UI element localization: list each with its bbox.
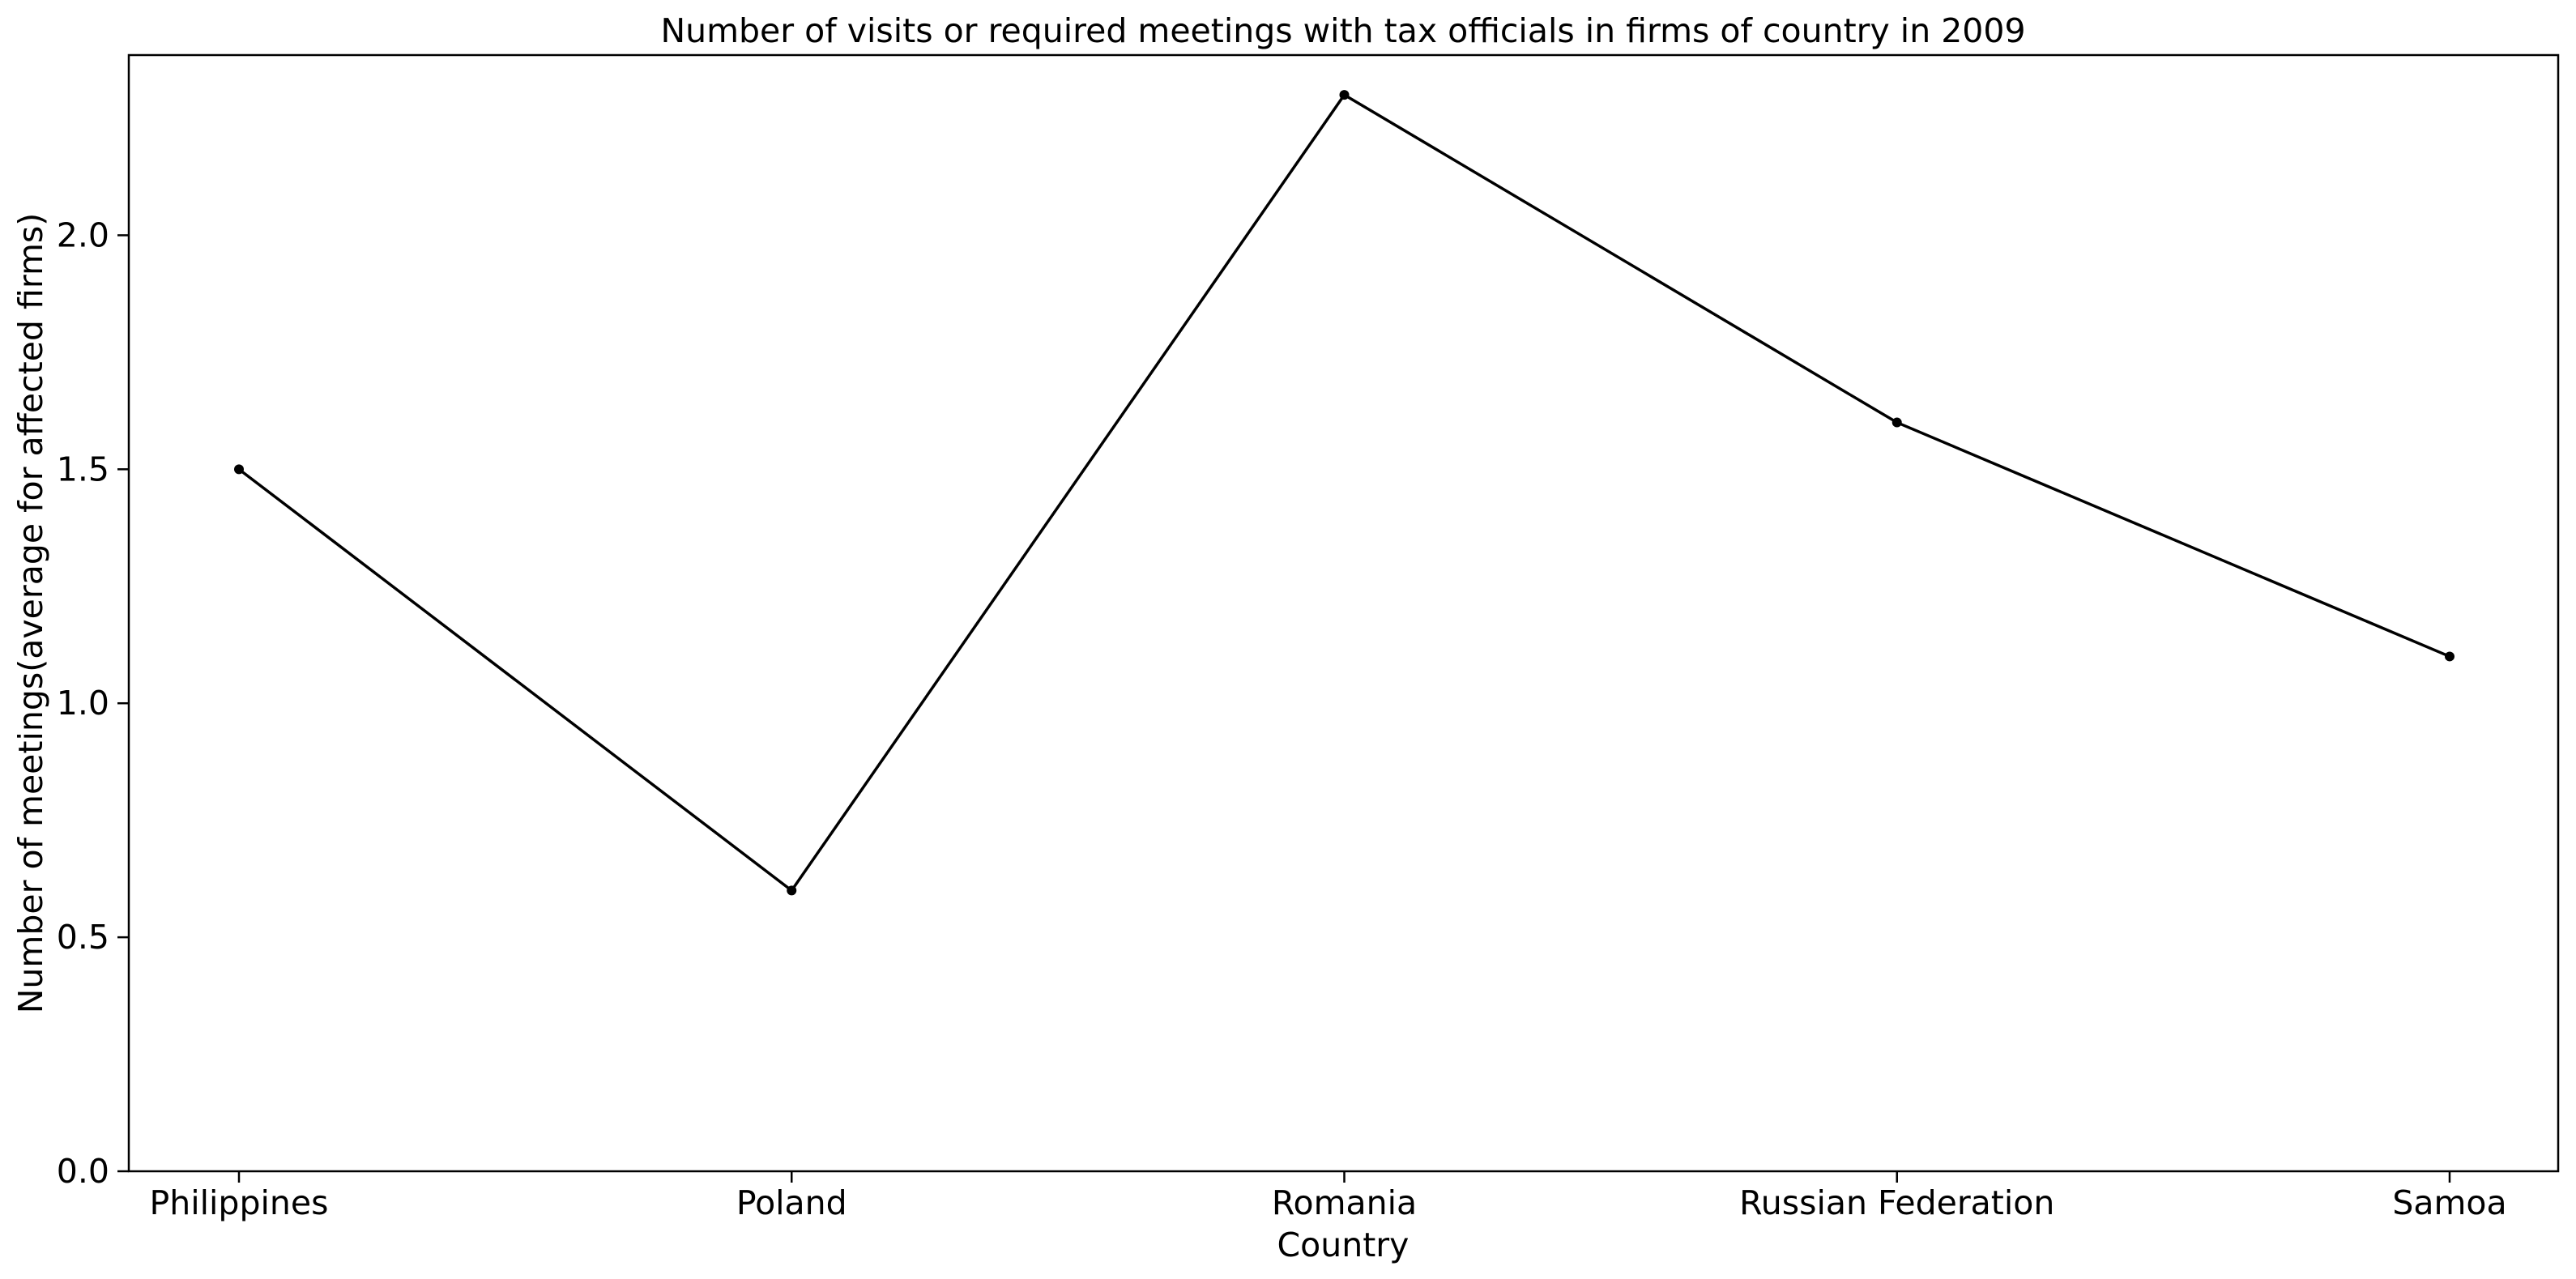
y-tick-label: 1.0: [57, 684, 109, 723]
plot-area-frame: [127, 53, 2560, 1173]
x-axis-label: Country: [1277, 1226, 1410, 1264]
chart-title: Number of visits or required meetings wi…: [660, 11, 2025, 50]
y-axis-label: Number of meetings(average for affected …: [11, 213, 50, 1014]
y-tick-label: 0.0: [57, 1152, 109, 1191]
x-tick-label: Russian Federation: [1739, 1183, 2054, 1222]
x-tick-label: Samoa: [2392, 1183, 2506, 1222]
x-tick-label: Poland: [736, 1183, 847, 1222]
data-point: [787, 885, 797, 896]
data-point: [1339, 90, 1350, 100]
data-point: [2445, 651, 2454, 662]
y-tick-label: 1.5: [57, 450, 109, 488]
x-tick-label: Philippines: [150, 1183, 329, 1222]
data-point: [234, 464, 244, 475]
series-layer: [234, 90, 2454, 896]
x-tick-label: Romania: [1272, 1183, 1417, 1222]
data-point: [1891, 417, 1902, 428]
x-axis-ticks: Philippines Poland Romania Russian Federati…: [150, 1171, 2507, 1222]
y-tick-label: 0.5: [57, 918, 109, 957]
y-tick-label: 2.0: [57, 215, 109, 254]
y-axis-ticks: 0.0 0.5 1.0 1.5 2.0: [57, 215, 129, 1191]
